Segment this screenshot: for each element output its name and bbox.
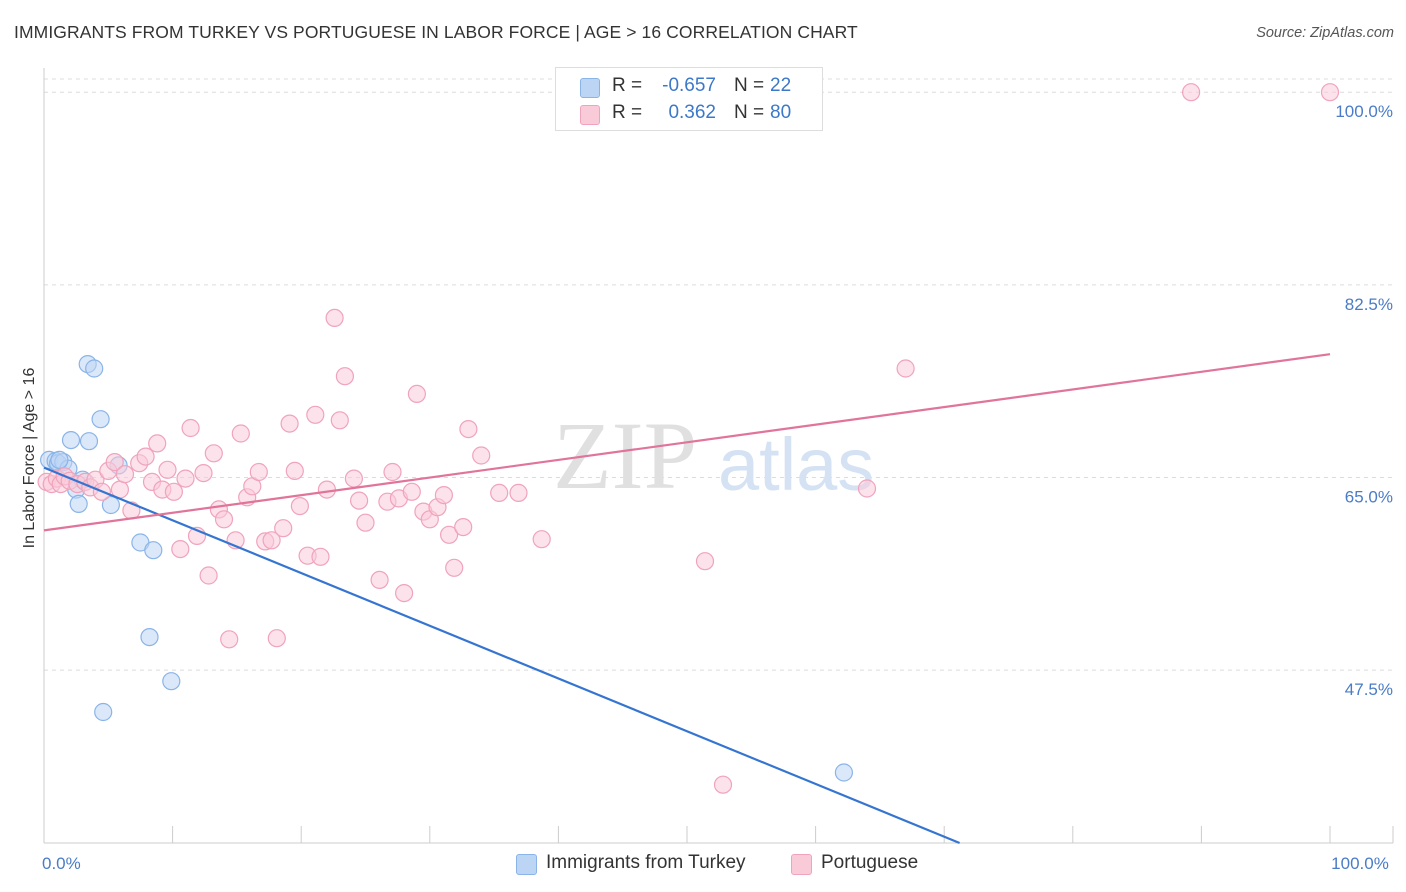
portuguese-point <box>402 482 421 501</box>
turkey-point <box>85 359 104 378</box>
portuguese-point <box>249 462 268 482</box>
turkey-point <box>50 450 69 469</box>
portuguese-point <box>115 465 135 484</box>
portuguese-point <box>896 359 915 378</box>
portuguese-point <box>158 460 177 479</box>
turkey-point <box>79 432 99 451</box>
portuguese-point <box>306 405 325 424</box>
portuguese-point <box>356 513 375 532</box>
portuguese-point <box>274 519 293 538</box>
watermark-zip: ZIP <box>553 402 697 509</box>
portuguese-point <box>1320 83 1340 102</box>
y-tick-label: 82.5% <box>1345 295 1393 314</box>
portuguese-point <box>148 434 167 453</box>
legend-label-portuguese: Portuguese <box>821 852 919 873</box>
stats-r-label: R = <box>612 102 643 123</box>
portuguese-point <box>713 775 733 794</box>
stats-r-value: 0.362 <box>668 102 716 123</box>
portuguese-point <box>434 486 453 505</box>
portuguese-point <box>204 444 223 463</box>
turkey-point <box>101 495 121 515</box>
y-tick-label: 65.0% <box>1345 488 1393 507</box>
portuguese-point <box>194 464 213 483</box>
stats-swatch-portuguese <box>580 105 600 125</box>
portuguese-point <box>490 483 509 502</box>
portuguese-point <box>383 462 402 482</box>
watermark: ZIP atlas <box>553 402 874 509</box>
portuguese-point <box>440 525 459 544</box>
turkey-point <box>144 541 163 560</box>
turkey-point <box>834 763 854 782</box>
portuguese-point <box>472 446 491 465</box>
legend-swatch-turkey <box>516 854 537 875</box>
turkey-point <box>61 431 81 450</box>
grid-lines <box>44 78 1393 671</box>
portuguese-point <box>164 482 183 501</box>
portuguese-point <box>214 510 234 529</box>
x-tick-label: 0.0% <box>42 854 81 873</box>
y-tick-label: 47.5% <box>1345 680 1393 699</box>
portuguese-point <box>176 469 195 488</box>
portuguese-point <box>136 447 155 466</box>
portuguese-point <box>370 570 389 590</box>
trend-lines <box>43 353 1331 845</box>
portuguese-point <box>857 479 877 498</box>
portuguese-point <box>231 424 250 443</box>
portuguese-point <box>445 558 464 577</box>
turkey-point <box>91 410 110 429</box>
portuguese-point <box>330 411 349 430</box>
y-axis-label: In Labor Force | Age > 16 <box>21 368 38 549</box>
watermark-atlas: atlas <box>718 423 874 506</box>
portuguese-point <box>407 384 426 403</box>
stats-box: R = -0.657 N = 22 R = 0.362 N = 80 <box>555 67 823 131</box>
portuguese-point <box>454 517 473 537</box>
y-tick-labels: 100.0% 82.5% 65.0% 47.5% <box>1335 102 1393 699</box>
portuguese-point <box>509 483 528 502</box>
portuguese-point <box>1181 83 1201 102</box>
stats-n-value: 22 <box>770 75 792 96</box>
portuguese-point <box>395 583 414 603</box>
stats-r-label: R = <box>612 75 643 96</box>
portuguese-point <box>290 497 309 516</box>
portuguese-point <box>311 547 330 566</box>
x-tick-label: 100.0% <box>1331 854 1389 873</box>
portuguese-point <box>220 630 239 649</box>
portuguese-point <box>267 629 286 648</box>
portuguese-point <box>325 308 344 327</box>
portuguese-point <box>105 453 124 472</box>
legend: Immigrants from Turkey Portuguese <box>0 850 1406 878</box>
chart-title: IMMIGRANTS FROM TURKEY VS PORTUGUESE IN … <box>14 22 858 42</box>
legend-swatch-portuguese <box>791 854 812 875</box>
portuguese-point <box>199 566 218 585</box>
portuguese-point <box>350 491 369 510</box>
portuguese-point <box>262 531 281 550</box>
portuguese-point <box>532 530 551 549</box>
turkey-point <box>94 702 113 722</box>
turkey-trend-line <box>43 466 961 845</box>
stats-r-value: -0.657 <box>662 75 716 96</box>
portuguese-point <box>171 539 190 559</box>
x-tick-labels: 0.0% 100.0% <box>42 854 1389 873</box>
stats-swatch-turkey <box>580 78 600 98</box>
data-points <box>37 83 1340 794</box>
portuguese-point <box>280 414 299 433</box>
turkey-point <box>69 494 88 513</box>
source-label: Source: ZipAtlas.com <box>1256 25 1394 41</box>
y-tick-label: 100.0% <box>1335 102 1393 121</box>
stats-n-label: N = <box>734 102 765 123</box>
portuguese-point <box>317 480 336 499</box>
portuguese-point <box>459 420 478 439</box>
portuguese-point <box>344 469 363 488</box>
portuguese-point <box>695 552 715 571</box>
portuguese-point <box>335 367 354 386</box>
portuguese-point <box>285 461 304 480</box>
turkey-point <box>162 672 181 691</box>
stats-n-value: 80 <box>770 102 792 123</box>
legend-label-turkey: Immigrants from Turkey <box>546 852 746 873</box>
portuguese-trend-line <box>43 353 1331 532</box>
turkey-point <box>140 627 159 647</box>
stats-n-label: N = <box>734 75 765 96</box>
portuguese-point <box>181 418 200 438</box>
